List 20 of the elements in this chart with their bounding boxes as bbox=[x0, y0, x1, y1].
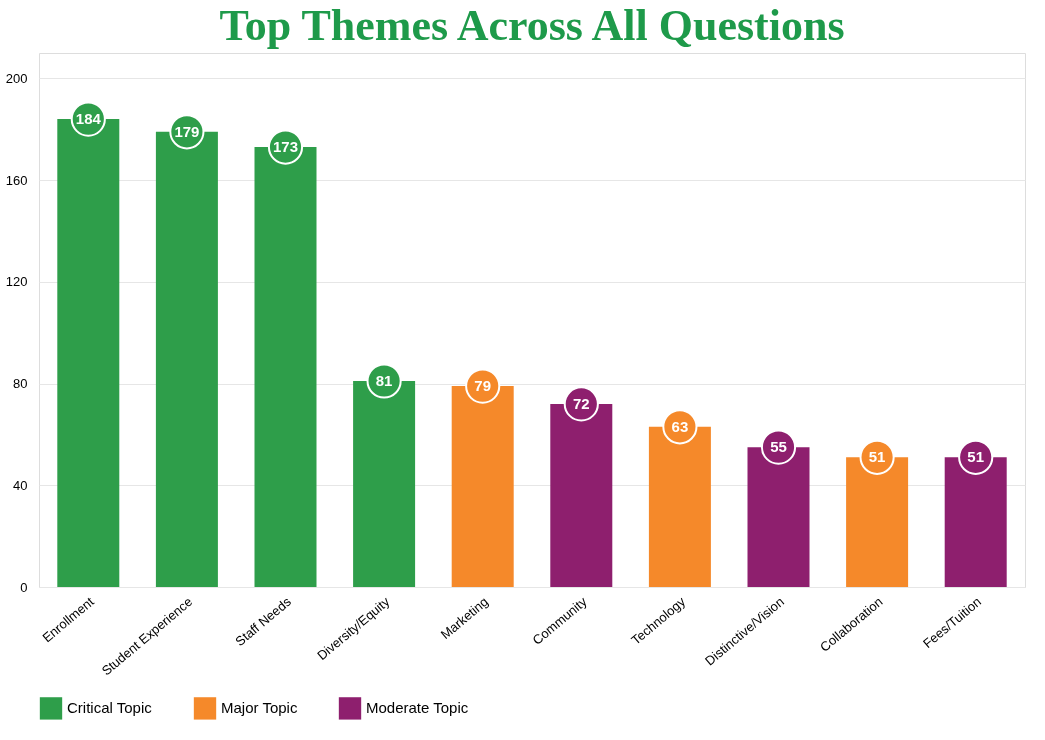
data-label: 72 bbox=[572, 394, 590, 412]
data-label: 79 bbox=[474, 377, 492, 395]
data-label: 184 bbox=[75, 110, 102, 128]
y-tick-label: 40 bbox=[13, 477, 28, 493]
y-tick-label: 120 bbox=[5, 274, 28, 290]
legend-label: Major Topic bbox=[221, 699, 298, 717]
y-tick-label: 80 bbox=[13, 376, 28, 392]
data-label: 51 bbox=[868, 448, 886, 466]
data-label: 51 bbox=[967, 448, 985, 466]
chart-title: Top Themes Across All Questions bbox=[219, 1, 845, 50]
y-tick-label: 0 bbox=[20, 579, 28, 595]
data-label: 55 bbox=[770, 438, 787, 456]
data-label: 63 bbox=[671, 417, 689, 435]
data-label: 179 bbox=[174, 122, 200, 140]
legend-label: Critical Topic bbox=[67, 699, 153, 717]
data-label: 173 bbox=[272, 138, 299, 156]
legend-label: Moderate Topic bbox=[366, 699, 469, 717]
y-tick-label: 160 bbox=[5, 172, 28, 188]
y-tick-label: 200 bbox=[5, 70, 28, 86]
data-label: 81 bbox=[375, 372, 393, 390]
